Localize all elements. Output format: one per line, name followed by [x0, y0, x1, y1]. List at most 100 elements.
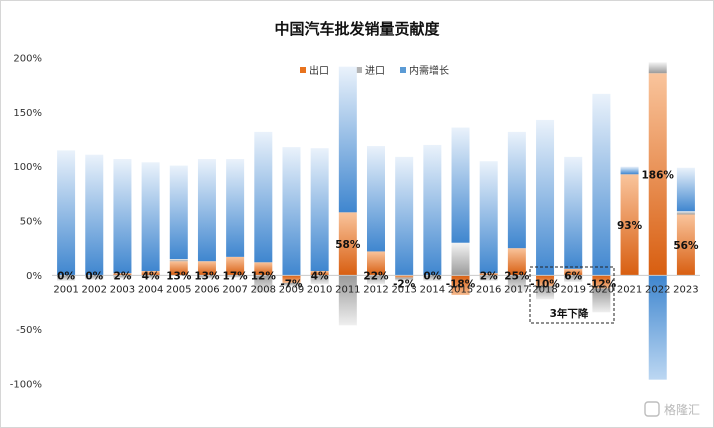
watermark-text: 格隆汇: [664, 402, 700, 417]
data-label-2003: 2%: [114, 270, 132, 282]
x-tick-label: 2020: [589, 284, 614, 295]
bar-domestic-2007: [226, 159, 245, 257]
chart-title: 中国汽车批发销量贡献度: [274, 20, 440, 38]
bar-domestic-2017: [507, 131, 526, 249]
bar-import-2005: [169, 259, 188, 262]
bar-domestic-2006: [197, 159, 216, 262]
bar-import-2019: [564, 275, 583, 282]
x-tick-label: 2012: [363, 284, 388, 295]
bar-import-2015: [451, 242, 470, 276]
bar-export-2007: [226, 256, 245, 276]
x-tick-label: 2010: [307, 284, 332, 295]
bar-export-2023: [676, 214, 695, 276]
data-label-2010: 4%: [311, 270, 329, 282]
bar-domestic-2019: [564, 156, 583, 269]
bar-import-2008: [254, 275, 273, 293]
data-label-2005: 13%: [166, 270, 192, 282]
bar-export-2016: [479, 273, 498, 276]
x-tick-label: 2016: [476, 284, 501, 295]
bar-import-2017: [507, 275, 526, 292]
bar-export-2018: [536, 275, 555, 287]
x-tick-label: 2002: [82, 284, 107, 295]
bar-import-2018: [536, 286, 555, 300]
legend: 出口 进口 内需增长: [300, 64, 449, 77]
x-tick-label: 2011: [335, 284, 360, 295]
bar-export-2009: [282, 275, 301, 283]
bars: [57, 62, 695, 380]
bar-import-2023: [676, 211, 695, 215]
data-label-2009: -7%: [280, 278, 303, 290]
x-tick-label: 2013: [391, 284, 416, 295]
legend-label-import: 进口: [365, 65, 385, 77]
bar-domestic-2016: [479, 161, 498, 274]
x-tick-label: 2014: [420, 284, 445, 295]
watermark-logo-icon: [644, 401, 660, 417]
legend-swatch-import: [356, 67, 362, 73]
x-tick-label: 2021: [617, 284, 642, 295]
bar-import-2002: [85, 275, 104, 280]
bar-domestic-2010: [310, 148, 329, 271]
x-tick-label: 2006: [194, 284, 219, 295]
bar-export-2013: [395, 275, 414, 278]
bar-import-2022: [648, 62, 667, 74]
bar-export-2020: [592, 275, 611, 289]
legend-swatch-domestic: [400, 67, 406, 73]
bar-domestic-2023: [676, 167, 695, 212]
bar-import-2003: [113, 275, 132, 279]
bar-export-2017: [507, 248, 526, 276]
bar-export-2019: [564, 268, 583, 276]
annotation-text: 3年下降: [550, 307, 589, 320]
bar-domestic-2008: [254, 131, 273, 263]
bar-import-2013: [395, 277, 414, 281]
bar-export-2012: [367, 251, 385, 276]
bar-import-2007: [226, 275, 245, 278]
bar-domestic-2020: [592, 93, 611, 276]
bar-domestic-2021: [620, 166, 639, 175]
legend-label-domestic: 内需增长: [409, 64, 449, 77]
x-tick-label: 2004: [138, 284, 163, 295]
data-label-2023: 56%: [673, 240, 699, 252]
bar-export-2011: [338, 212, 357, 276]
data-label-2007: 17%: [223, 270, 249, 282]
watermark: 格隆汇: [644, 401, 700, 417]
bar-import-2020: [592, 288, 611, 313]
bar-export-2004: [141, 270, 160, 276]
bar-domestic-2009: [282, 147, 301, 276]
bar-import-2004: [141, 275, 160, 279]
y-tick-label: 100%: [13, 162, 42, 173]
data-label-2018: -10%: [530, 278, 560, 290]
y-tick-label: 200%: [13, 54, 42, 65]
bar-domestic-2018: [536, 119, 555, 276]
bar-import-2009: [282, 282, 301, 287]
bar-import-2010: [310, 275, 329, 285]
data-label-2020: -12%: [587, 278, 617, 290]
data-labels: 0% 0% 2% 4% 13% 13% 17% 12%-7%4%58%22%-2%0%-18%…: [57, 169, 699, 290]
x-tick-label: 2015: [448, 284, 473, 295]
x-tick-label: 2018: [532, 284, 557, 295]
data-label-2006: 13%: [194, 270, 220, 282]
bar-import-2012: [367, 275, 385, 285]
bar-export-2015: [451, 275, 470, 295]
bar-domestic-2005: [169, 165, 188, 260]
bar-domestic-2001: [57, 150, 76, 276]
y-tick-label: 150%: [13, 108, 42, 119]
bar-import-2011: [338, 275, 357, 326]
data-label-2017: 25%: [504, 270, 530, 282]
y-tick-label: 0%: [26, 271, 42, 282]
legend-label-export: 出口: [309, 64, 329, 77]
x-tick-label: 2008: [251, 284, 276, 295]
bar-export-2022: [648, 73, 667, 276]
bar-domestic-2022: [648, 275, 667, 380]
y-axis-ticks: 200% 150% 100% 50% 0% -50% -100%: [10, 54, 42, 391]
data-label-2002: 0%: [85, 270, 103, 282]
x-tick-label: 2005: [166, 284, 191, 295]
bar-domestic-2002: [85, 154, 104, 276]
x-axis-categories: 2001 2002 2003 2004 2005 2006 2007 2008 2009 2010…: [53, 284, 698, 295]
data-label-2013: -2%: [393, 278, 416, 290]
data-label-2004: 4%: [142, 270, 160, 282]
bar-domestic-2014: [423, 144, 442, 276]
bar-export-2010: [310, 270, 329, 276]
bar-domestic-2012: [367, 146, 385, 252]
bar-domestic-2004: [141, 162, 160, 271]
y-tick-label: -50%: [16, 325, 42, 336]
